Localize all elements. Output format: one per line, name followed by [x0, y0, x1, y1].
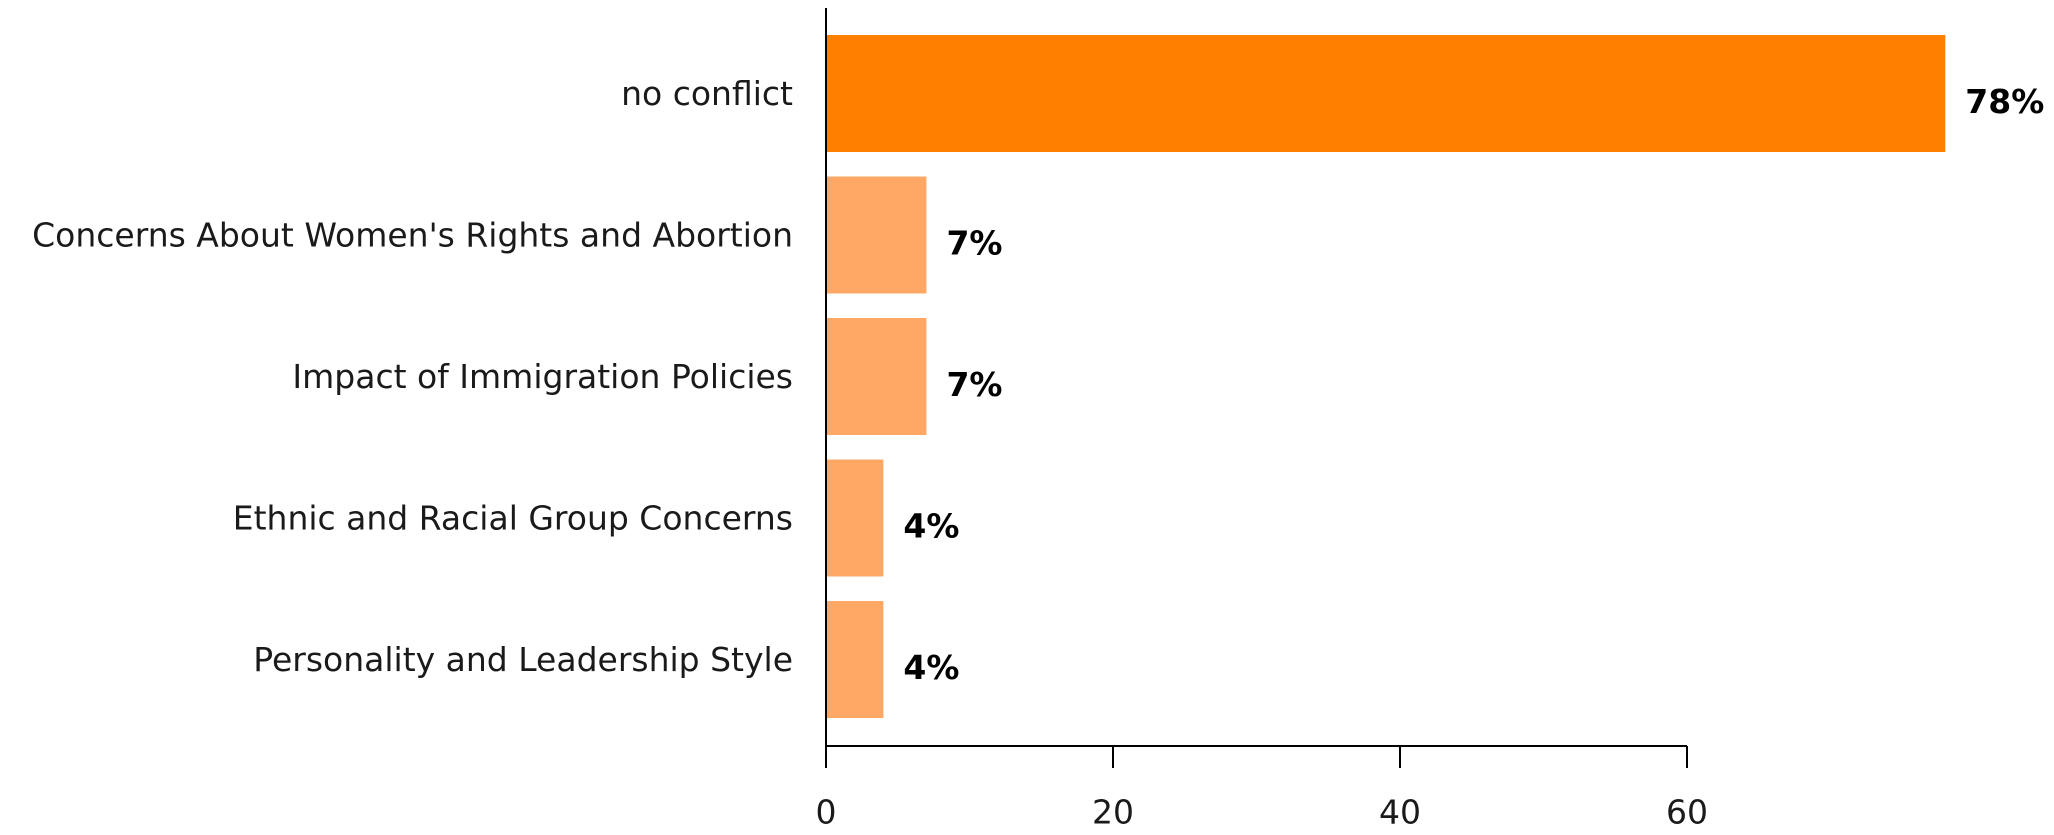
bars-layer	[826, 35, 1946, 718]
bar-2	[826, 318, 927, 435]
bar-3	[826, 459, 884, 577]
category-label-4: Personality and Leadership Style	[253, 640, 793, 679]
axes: 0 20 40 60	[816, 8, 1708, 832]
value-label-0: 78%	[1965, 82, 2044, 121]
bar-1	[826, 176, 927, 294]
x-tick-label-2: 40	[1379, 793, 1421, 832]
bar-0	[826, 35, 1946, 152]
x-tick-label-3: 60	[1666, 793, 1708, 832]
value-label-3: 4%	[903, 507, 959, 546]
category-label-0: no conflict	[621, 74, 793, 113]
x-tick-label-0: 0	[816, 793, 837, 832]
category-labels: no conflict Concerns About Women's Rights…	[32, 74, 793, 679]
value-labels: 78% 7% 7% 4% 4%	[903, 82, 2044, 687]
bar-4	[826, 601, 884, 718]
category-label-2: Impact of Immigration Policies	[292, 357, 793, 396]
value-label-1: 7%	[946, 224, 1002, 263]
category-label-3: Ethnic and Racial Group Concerns	[233, 499, 793, 538]
value-label-4: 4%	[903, 648, 959, 687]
category-label-1: Concerns About Women's Rights and Aborti…	[32, 216, 793, 255]
value-label-2: 7%	[946, 365, 1002, 404]
x-tick-label-1: 20	[1092, 793, 1134, 832]
